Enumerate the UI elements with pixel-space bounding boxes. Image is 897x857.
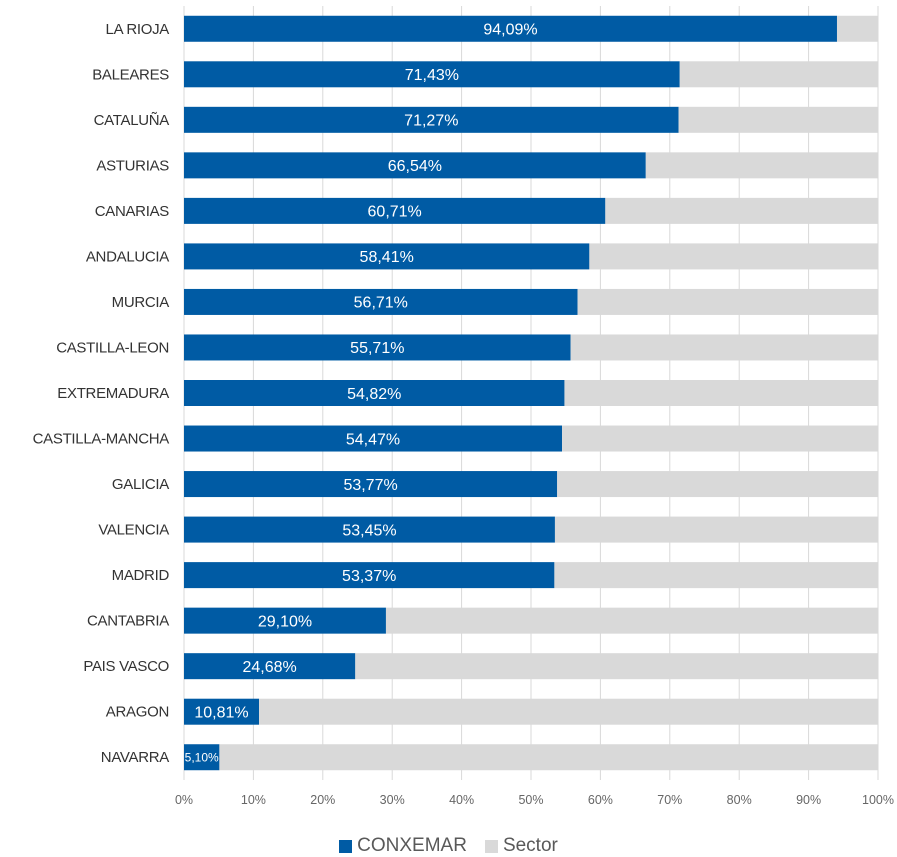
- bar-conxemar: [184, 15, 837, 42]
- legend-label-sector: Sector: [502, 835, 558, 856]
- data-label: 94,09%: [483, 22, 537, 39]
- bar-conxemar: [184, 471, 558, 498]
- bar-conxemar: [184, 197, 606, 224]
- data-label: 54,47%: [346, 431, 400, 448]
- bar-conxemar: [184, 380, 565, 406]
- x-tick-label: 40%: [449, 793, 474, 807]
- data-label: 54,82%: [347, 386, 401, 403]
- data-label: 10,81%: [194, 704, 248, 721]
- category-label: PAIS VASCO: [83, 658, 169, 675]
- bar-sector: [554, 516, 878, 543]
- data-label: 71,43%: [405, 67, 459, 84]
- category-label: VALENCIA: [98, 522, 169, 539]
- x-tick-label: 80%: [727, 793, 752, 807]
- bar-conxemar: [184, 744, 220, 771]
- data-label: 53,77%: [343, 477, 397, 494]
- category-label: BALEARES: [92, 66, 169, 83]
- legend-swatch-conxemar: [339, 839, 353, 853]
- x-tick-label: 90%: [796, 793, 821, 807]
- category-label: CASTILLA-MANCHA: [33, 431, 170, 448]
- bar-conxemar: [184, 516, 555, 543]
- bar-sector: [645, 152, 878, 179]
- legend-item-sector: Sector: [484, 835, 558, 857]
- data-label: 5,10%: [185, 751, 219, 765]
- x-tick-label: 100%: [862, 793, 894, 807]
- bar-sector: [562, 425, 878, 452]
- bar-sector: [577, 288, 878, 315]
- bar-sector: [678, 106, 878, 133]
- bar-conxemar: [184, 607, 386, 634]
- bar-sector: [385, 607, 878, 634]
- category-label: MADRID: [112, 567, 170, 584]
- bar-sector: [679, 61, 878, 88]
- bar-conxemar: [184, 61, 680, 88]
- data-label: 60,71%: [368, 204, 422, 221]
- bar-conxemar: [184, 152, 646, 179]
- bar-conxemar: [184, 425, 563, 452]
- data-label: 58,41%: [360, 249, 414, 266]
- category-label: MURCIA: [112, 294, 170, 311]
- data-label: 53,45%: [342, 522, 396, 539]
- bar-sector: [355, 653, 879, 680]
- bar-conxemar: [184, 243, 590, 270]
- bar-sector: [259, 698, 879, 725]
- bar-sector: [836, 15, 878, 42]
- bar-conxemar: [184, 288, 578, 315]
- bar-sector: [564, 380, 878, 406]
- bar-sector: [605, 197, 878, 224]
- category-label: CASTILLA-LEON: [56, 339, 169, 356]
- legend-item-conxemar: CONXEMAR: [339, 835, 467, 857]
- category-label: ANDALUCIA: [86, 248, 169, 265]
- data-label: 55,71%: [350, 340, 404, 357]
- category-label: EXTREMADURA: [57, 385, 169, 402]
- bar-conxemar: [184, 334, 571, 361]
- bar-sector: [570, 334, 878, 361]
- category-label: GALICIA: [112, 476, 169, 493]
- category-label: NAVARRA: [101, 749, 169, 766]
- bar-sector: [554, 562, 878, 589]
- bar-conxemar: [184, 106, 679, 133]
- data-label: 24,68%: [243, 659, 297, 676]
- category-label: ARAGON: [106, 704, 169, 721]
- data-label: 29,10%: [258, 613, 312, 630]
- legend-label-conxemar: CONXEMAR: [357, 835, 467, 856]
- x-tick-label: 30%: [380, 793, 405, 807]
- x-tick-label: 50%: [518, 793, 543, 807]
- category-label: CATALUÑA: [94, 112, 170, 129]
- legend-swatch-sector: [484, 839, 498, 853]
- bar-conxemar: [184, 653, 356, 680]
- bar-conxemar: [184, 562, 555, 589]
- data-label: 56,71%: [354, 295, 408, 312]
- data-label: 71,27%: [404, 113, 458, 130]
- bar-sector: [557, 471, 878, 498]
- data-label: 53,37%: [342, 568, 396, 585]
- bar-conxemar: [184, 698, 260, 725]
- category-label: CANTABRIA: [87, 613, 169, 630]
- x-tick-label: 0%: [175, 793, 193, 807]
- bar-sector: [219, 744, 879, 771]
- chart-area: 0% 10% 20% 30% 40% 50% 60% 70% 80% 90% 100% 94,09% L…: [33, 6, 894, 807]
- x-tick-label: 20%: [310, 793, 335, 807]
- x-tick-label: 70%: [657, 793, 682, 807]
- x-tick-label: 10%: [241, 793, 266, 807]
- bar-sector: [589, 243, 878, 270]
- category-label: LA RIOJA: [106, 21, 170, 38]
- data-label: 66,54%: [388, 158, 442, 175]
- category-label: ASTURIAS: [96, 157, 169, 174]
- category-label: CANARIAS: [95, 203, 170, 220]
- x-tick-label: 60%: [588, 793, 613, 807]
- legend: CONXEMAR Sector: [0, 835, 897, 857]
